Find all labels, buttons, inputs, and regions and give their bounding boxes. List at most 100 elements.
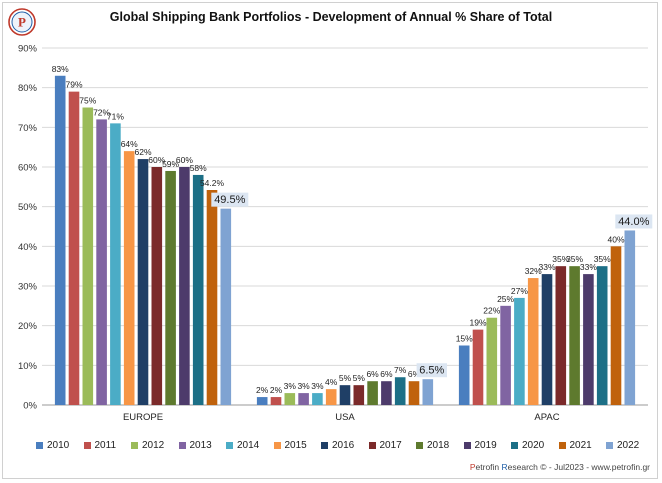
credit-brand-rest: etrofin (475, 462, 502, 472)
legend-swatch (226, 442, 233, 449)
data-label: 54.2% (200, 178, 225, 188)
bar (137, 159, 149, 405)
petrofin-logo: P (7, 7, 37, 37)
bar (353, 385, 365, 405)
data-label: 15% (456, 334, 473, 344)
bar (325, 389, 337, 405)
bar (192, 174, 204, 405)
legend-swatch (606, 442, 613, 449)
data-label: 75% (79, 96, 96, 106)
legend-label: 2022 (617, 440, 640, 451)
legend-item: 2015 (273, 440, 307, 451)
bar (312, 393, 323, 405)
bar (82, 107, 94, 405)
data-label: 22% (483, 306, 500, 316)
data-label: 60% (148, 155, 165, 165)
data-label: 32% (525, 266, 542, 276)
data-label: 62% (134, 147, 151, 157)
data-label: 3% (284, 381, 297, 391)
bar (220, 208, 232, 405)
data-label: 6% (380, 369, 393, 379)
legend-label: 2012 (142, 440, 165, 451)
legend-label: 2013 (189, 440, 212, 451)
legend-swatch (178, 442, 186, 449)
bar (284, 393, 296, 405)
legend-item: 2019 (463, 440, 497, 451)
legend-swatch (36, 442, 43, 449)
bar (54, 75, 66, 406)
credit-brand-p: P (469, 462, 476, 472)
legend-label: 2015 (284, 440, 307, 451)
legend-swatch (83, 442, 91, 449)
data-label: 72% (93, 107, 110, 117)
y-tick-label: 30% (18, 282, 38, 293)
legend-label: 2016 (332, 440, 355, 451)
chart-legend: 2010 2011 2012 2013 2014 2015 2016 2017 2018 2019… (0, 440, 662, 454)
y-tick-label: 10% (18, 361, 38, 372)
data-label: 2% (270, 385, 283, 395)
legend-label: 2020 (522, 440, 545, 451)
legend-item: 2014 (226, 440, 259, 451)
bar (527, 278, 539, 405)
y-tick-label: 50% (18, 202, 38, 213)
bar (179, 167, 190, 405)
bar (256, 397, 268, 405)
data-label: 49.5% (214, 194, 245, 206)
bar (394, 377, 406, 405)
data-label: 5% (353, 373, 366, 383)
legend-item: 2017 (368, 440, 402, 451)
credit-line: Petrofin Research © - Jul2023 - www.petr… (470, 462, 650, 472)
bar (555, 266, 567, 405)
y-tick-label: 0% (23, 401, 37, 412)
data-label: 59% (162, 159, 179, 169)
legend-label: 2018 (427, 440, 450, 451)
bar (339, 385, 351, 405)
legend-item: 2013 (178, 440, 212, 451)
legend-item: 2012 (131, 440, 164, 451)
legend-item: 2021 (558, 440, 592, 451)
y-tick-label: 70% (18, 123, 38, 134)
bar (486, 317, 498, 405)
bar (472, 329, 484, 405)
bar (96, 119, 107, 406)
bar (408, 381, 420, 405)
data-label: 64% (121, 139, 138, 149)
data-label-box (211, 192, 249, 207)
credit-brand-r: R (501, 462, 508, 472)
legend-item: 2016 (321, 440, 354, 451)
data-label: 33% (580, 262, 597, 272)
data-label: 25% (497, 294, 514, 304)
data-label: 27% (511, 286, 528, 296)
data-label: 83% (52, 64, 69, 74)
legend-item: 2011 (83, 440, 117, 451)
bar (367, 381, 378, 405)
data-label: 6% (408, 369, 421, 379)
data-label: 6.5% (419, 365, 444, 377)
data-label: 44.0% (618, 216, 649, 228)
legend-swatch (416, 442, 423, 449)
legend-item: 2018 (416, 440, 449, 451)
bar (610, 246, 622, 405)
y-tick-label: 90% (18, 44, 38, 55)
bar (541, 274, 553, 405)
y-tick-label: 40% (18, 242, 38, 253)
bar (422, 379, 434, 405)
data-label: 35% (594, 254, 611, 264)
bar (596, 266, 608, 405)
x-category-label: USA (335, 412, 355, 423)
bar (381, 381, 392, 405)
x-category-label: EUROPE (123, 412, 163, 423)
legend-label: 2011 (94, 440, 117, 451)
bar (206, 190, 218, 405)
data-label: 19% (469, 318, 486, 328)
data-label: 60% (176, 155, 193, 165)
legend-swatch (558, 442, 566, 449)
y-tick-label: 80% (18, 83, 38, 94)
x-category-label: APAC (534, 412, 559, 423)
bar (500, 305, 511, 405)
bar (123, 151, 135, 405)
data-label: 6% (366, 369, 379, 379)
legend-item: 2020 (511, 440, 544, 451)
bar (624, 230, 636, 405)
data-label: 3% (297, 381, 310, 391)
